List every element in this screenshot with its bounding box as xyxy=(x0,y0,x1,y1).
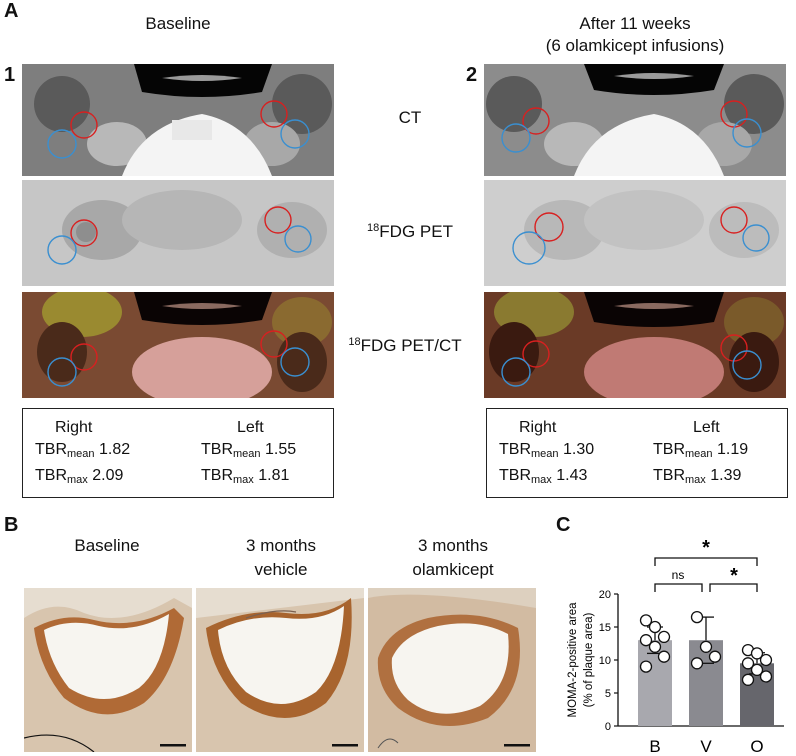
data-point xyxy=(657,630,671,644)
y-tick-label: 20 xyxy=(599,589,611,601)
data-point xyxy=(708,650,722,663)
tbr-left-max: TBRmax 1.39 xyxy=(653,467,742,486)
tbr-left-header: Left xyxy=(693,419,720,436)
petct-superscript: 18 xyxy=(348,336,361,348)
histology-heading-olamkicept-line2: olamkicept xyxy=(412,560,494,579)
data-point xyxy=(741,657,755,670)
row-label-petct: 18FDG PET/CT xyxy=(330,336,480,356)
data-point xyxy=(750,647,764,660)
tbr-box-baseline: Right TBRmean 1.82 TBRmax 2.09 Left TBRm… xyxy=(22,408,334,498)
y-tick-label: 15 xyxy=(599,622,611,634)
image-number-1: 1 xyxy=(4,64,16,86)
data-point xyxy=(699,640,713,653)
panel-letter-b: B xyxy=(4,514,19,536)
data-point xyxy=(639,614,653,627)
significance-b-o: * xyxy=(702,537,710,559)
image-number-2: 2 xyxy=(466,64,478,86)
tbr-left-mean: TBRmean 1.19 xyxy=(653,441,749,460)
row-label-pet: 18FDG PET xyxy=(340,222,480,242)
y-tick-label: 5 xyxy=(605,688,611,700)
data-point xyxy=(759,653,773,667)
data-point xyxy=(657,650,671,663)
moma2-bar-chart: 0 5 10 15 20 MOMA-2-positive area (% of plaque… xyxy=(567,537,784,756)
tbr-right-header: Right xyxy=(519,419,557,436)
ct-baseline-image xyxy=(22,64,334,176)
after-heading-line2: (6 olamkicept infusions) xyxy=(545,36,725,55)
histology-heading-olamkicept-line1: 3 months xyxy=(418,536,488,555)
tbr-right-mean: TBRmean 1.30 xyxy=(499,441,595,460)
y-tick-label: 0 xyxy=(605,721,611,733)
tbr-left-header: Left xyxy=(237,419,264,436)
x-tick-label-V: V xyxy=(700,737,712,756)
after-heading-line1: After 11 weeks xyxy=(579,14,691,33)
data-point xyxy=(648,640,662,653)
petct-label-text: FDG PET/CT xyxy=(360,336,462,355)
panel-letter-a: A xyxy=(4,0,19,22)
histology-baseline-image xyxy=(24,588,192,752)
tbr-right-mean: TBRmean 1.82 xyxy=(35,441,131,460)
petct-baseline-image xyxy=(22,292,334,398)
data-point xyxy=(690,610,704,624)
pet-superscript: 18 xyxy=(367,222,380,234)
data-point xyxy=(639,660,653,673)
y-tick-label: 10 xyxy=(599,655,611,667)
data-point xyxy=(648,620,662,634)
bracket-b-v xyxy=(654,583,703,592)
bracket-b-o xyxy=(654,557,758,566)
histology-olamkicept-image xyxy=(368,588,536,752)
petct-after-image xyxy=(484,292,786,398)
tbr-left-max: TBRmax 1.81 xyxy=(201,467,290,486)
data-point xyxy=(741,673,755,686)
data-point xyxy=(690,657,704,670)
histology-heading-vehicle-line1: 3 months xyxy=(246,536,316,555)
x-tick-label-O: O xyxy=(750,737,763,756)
significance-v-o: * xyxy=(730,565,738,587)
histology-heading-vehicle-line2: vehicle xyxy=(254,560,308,579)
y-axis-label-line1: MOMA-2-positive area xyxy=(567,602,579,718)
data-point xyxy=(750,663,764,677)
bracket-v-o xyxy=(709,583,758,592)
x-tick-label-B: B xyxy=(649,737,660,756)
row-label-ct: CT xyxy=(398,108,422,127)
ct-after-image xyxy=(484,64,786,176)
panel-letter-c: C xyxy=(556,514,571,536)
tbr-right-max: TBRmax 2.09 xyxy=(35,467,124,486)
pet-after-image xyxy=(484,180,786,286)
tbr-right-max: TBRmax 1.43 xyxy=(499,467,588,486)
data-point xyxy=(759,670,773,683)
pet-baseline-image xyxy=(22,180,334,286)
significance-b-v: ns xyxy=(672,568,685,582)
tbr-box-after: Right TBRmean 1.30 TBRmax 1.43 Left TBRm… xyxy=(486,408,788,498)
data-point xyxy=(639,634,653,647)
histology-vehicle-image xyxy=(196,588,364,752)
baseline-heading: Baseline xyxy=(145,14,211,33)
y-axis-label-line2: (% of plaque area) xyxy=(583,613,595,708)
pet-label-text: FDG PET xyxy=(379,222,453,241)
histology-heading-baseline: Baseline xyxy=(74,536,140,555)
tbr-right-header: Right xyxy=(55,419,93,436)
tbr-left-mean: TBRmean 1.55 xyxy=(201,441,297,460)
